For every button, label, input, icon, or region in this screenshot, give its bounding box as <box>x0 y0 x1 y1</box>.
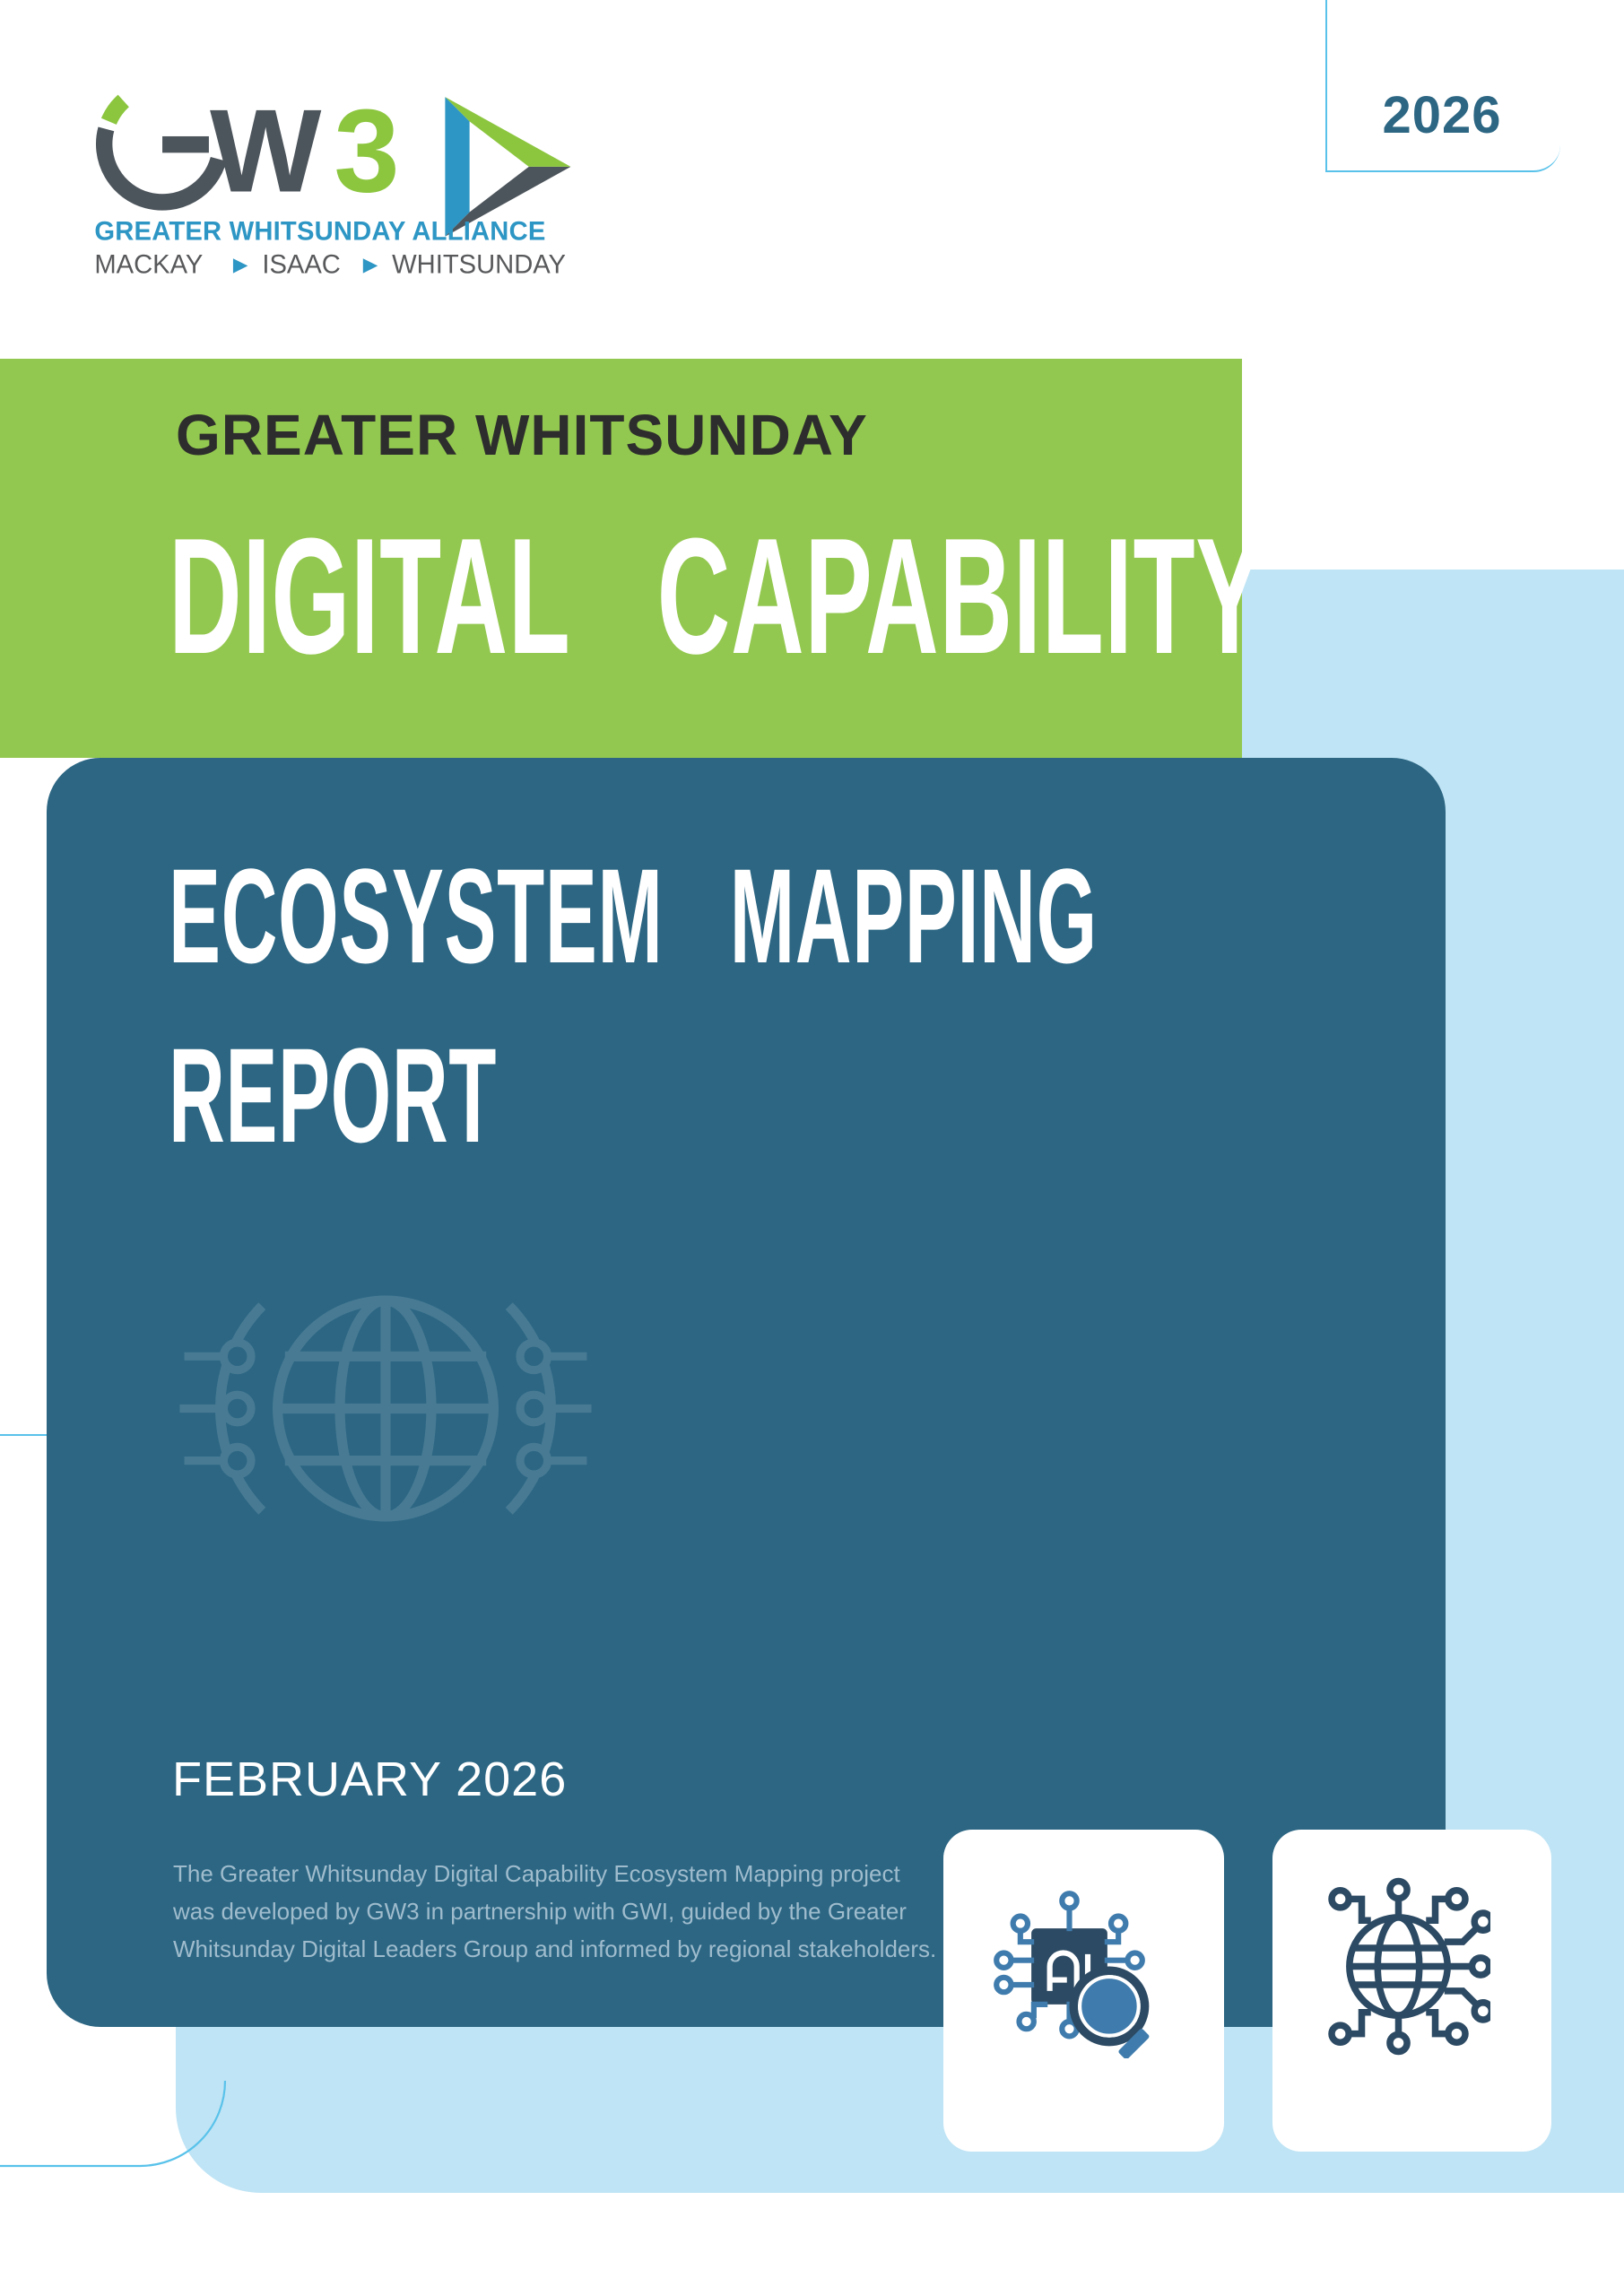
svg-text:3: 3 <box>334 85 395 217</box>
svg-text:W: W <box>210 85 322 217</box>
svg-text:▶: ▶ <box>363 253 378 275</box>
svg-text:GREATER WHITSUNDAY ALLIANCE: GREATER WHITSUNDAY ALLIANCE <box>94 218 545 247</box>
svg-text:▶: ▶ <box>233 253 248 275</box>
svg-text:MACKAY: MACKAY <box>94 250 203 279</box>
svg-text:ISAAC: ISAAC <box>262 250 341 279</box>
svg-text:WHITSUNDAY: WHITSUNDAY <box>392 250 566 279</box>
